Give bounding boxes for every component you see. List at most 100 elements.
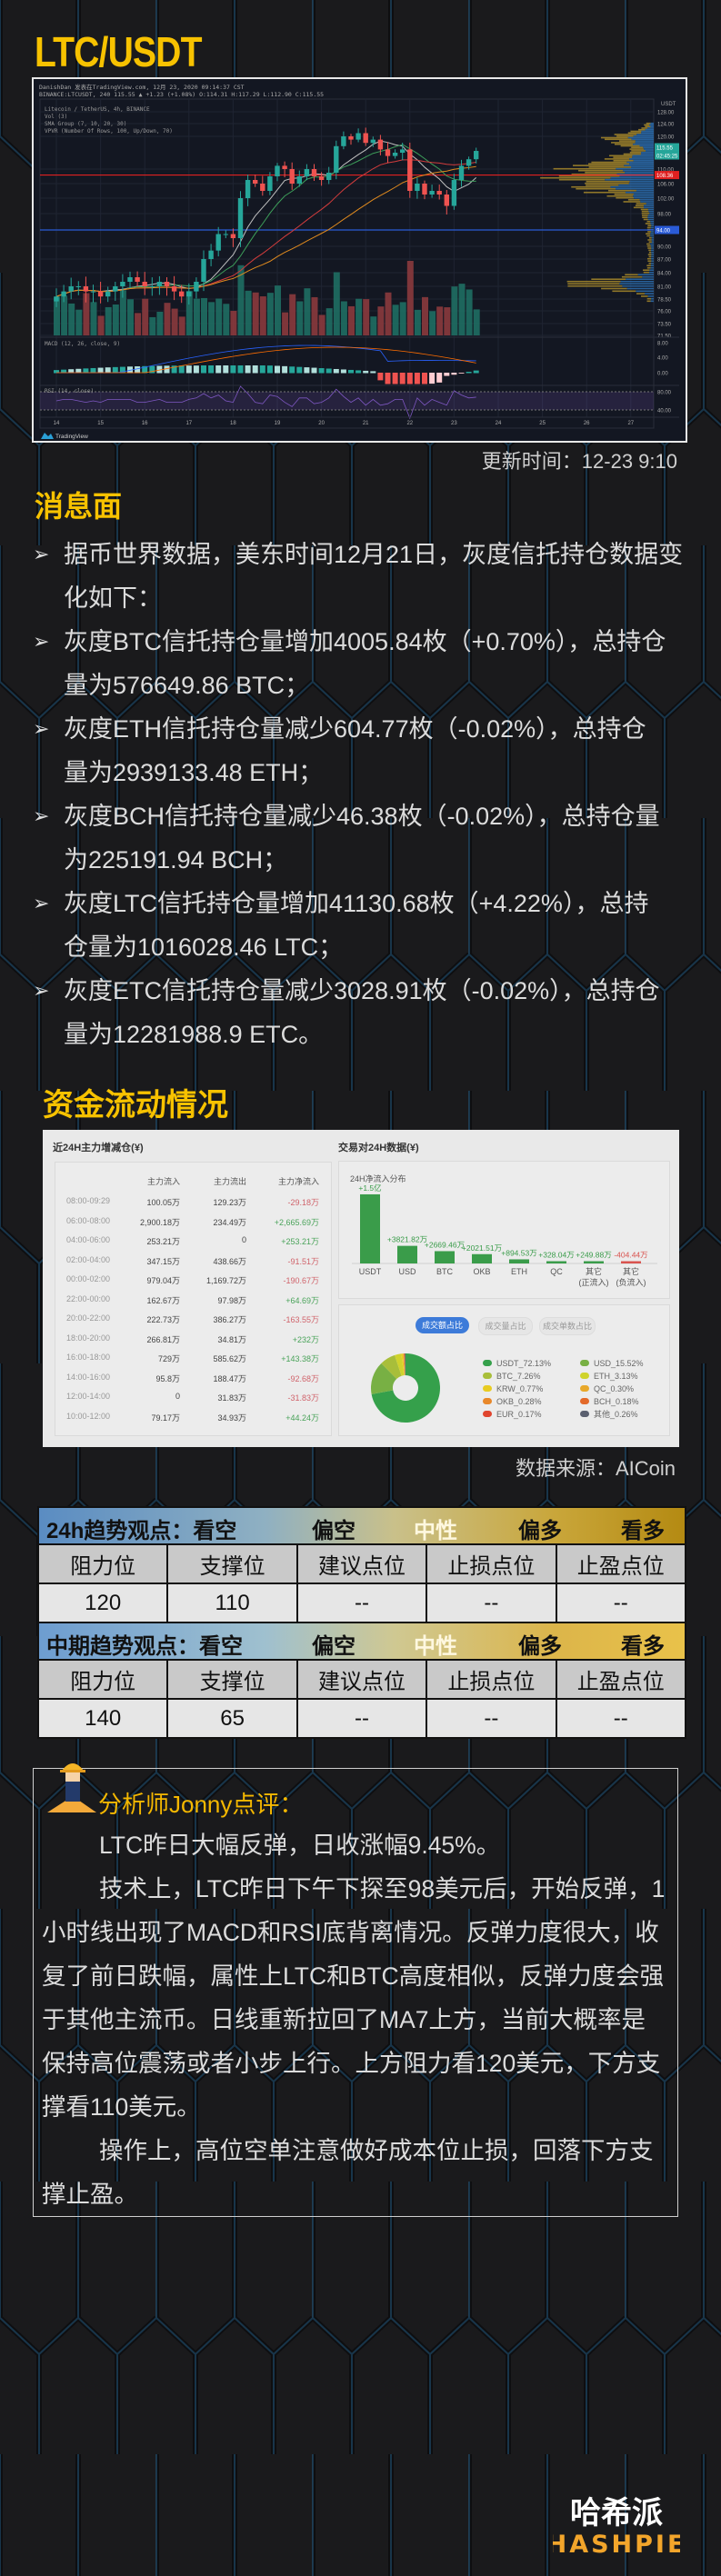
analyst-paragraph-line: 技术上，LTC昨日下午下探至98美元后，开始反弹，1 xyxy=(99,1875,666,1902)
volume-profile-bar xyxy=(623,153,641,155)
news-item-line: 灰度LTC信托持仓量增加41130.68枚（+4.22%），总持 ➢ xyxy=(33,882,683,925)
volume-profile-bar xyxy=(558,175,620,177)
volume-bar xyxy=(325,308,333,335)
volume-profile-bar xyxy=(610,176,654,179)
trend-header: 止损点位 xyxy=(426,1543,557,1584)
volume-profile-bar xyxy=(642,216,648,218)
column-header: 主力流入 xyxy=(146,1177,180,1186)
indicator-legend: Litecoin / TetherUS, 4h, BINANCE xyxy=(45,106,150,113)
trend-table: 中期趋势观点：看空 偏空 中性 偏多 看多 阻力位 支撑位 建议点位 止损点位 止盈点位 140 65… xyxy=(36,1622,687,1739)
row-inflow: 100.05万 xyxy=(146,1198,180,1207)
price-tag-label: 02:45:25 xyxy=(656,155,678,160)
tab-0[interactable]: 成交额占比 xyxy=(416,1317,469,1333)
row-time: 02:00-04:00 xyxy=(66,1254,111,1264)
trend-value: 120 xyxy=(36,1583,169,1623)
row-inflow: 253.21万 xyxy=(146,1237,180,1246)
volume-profile-bar xyxy=(639,145,654,147)
macd-histogram-bar xyxy=(325,368,332,374)
volume-profile-bar xyxy=(649,124,654,126)
volume-bar xyxy=(223,304,230,335)
date-tick-label: 24 xyxy=(496,421,502,426)
volume-bar xyxy=(149,316,156,335)
row-time: 08:00-09:29 xyxy=(66,1196,111,1205)
macd-histogram-bar xyxy=(61,369,67,374)
macd-histogram-bar xyxy=(406,373,413,384)
price-tick-label: 90.00 xyxy=(657,245,672,251)
row-inflow: 95.8万 xyxy=(155,1373,180,1383)
price-tag xyxy=(655,171,679,180)
indicator-legend: VPVR (Number Of Rows, 100, Up/Down, 70) xyxy=(45,128,173,135)
volume-bar xyxy=(304,288,311,335)
analyst-title: 分析师Jonny点评： xyxy=(98,1791,304,1818)
price-tick-label: 102.00 xyxy=(657,197,675,203)
date-tick-label: 19 xyxy=(275,421,281,426)
volume-profile-bar xyxy=(650,125,654,127)
trend-table: 24h趋势观点：看空 偏空 中性 偏多 看多 阻力位 支撑位 建议点位 止损点位 止盈点位 120 1… xyxy=(36,1506,687,1623)
volume-bar xyxy=(230,311,237,335)
row-outflow: 585.62万 xyxy=(213,1354,246,1363)
volume-profile-bar xyxy=(583,191,626,194)
tab-1[interactable]: 成交量占比 xyxy=(478,1317,533,1335)
tab-2[interactable]: 成交单数占比 xyxy=(539,1317,596,1335)
volume-profile-bar xyxy=(646,220,651,223)
news-item-line: 灰度BTC信托持仓量增加4005.84枚（+0.70%），总持仓 ➢ xyxy=(33,620,683,664)
trend-scale-label: 看多 xyxy=(621,1634,665,1659)
legend-swatch xyxy=(483,1360,492,1366)
price-tick-label: 78.50 xyxy=(657,298,672,304)
volume-bar xyxy=(208,302,215,335)
row-net-inflow: -31.83万 xyxy=(287,1393,319,1403)
volume-profile-bar xyxy=(614,134,637,135)
bar-category-label: USDT xyxy=(359,1267,382,1276)
macd-histogram-bar xyxy=(259,365,265,374)
volume-profile-bar xyxy=(643,218,648,221)
macd-histogram-bar xyxy=(436,373,443,383)
row-time: 00:00-02:00 xyxy=(66,1274,111,1283)
trend-header: 止盈点位 xyxy=(555,1543,687,1584)
trend-value: -- xyxy=(295,1698,428,1739)
date-tick-label: 25 xyxy=(539,421,546,426)
volume-profile-bar xyxy=(618,140,636,142)
volume-profile-bar xyxy=(567,285,623,287)
bar-value-label: -404.44万 xyxy=(614,1251,647,1260)
trend-value: -- xyxy=(555,1698,687,1739)
volume-profile-bar xyxy=(647,257,652,260)
analyst-comment-box xyxy=(33,1768,678,2217)
volume-profile-bar xyxy=(633,143,654,145)
macd-histogram-bar xyxy=(429,373,436,384)
price-tag-label: 94.00 xyxy=(656,229,671,235)
volume-bar xyxy=(429,311,436,335)
volume-profile-bar xyxy=(646,122,651,125)
volume-profile-bar xyxy=(625,171,654,174)
price-tick-label: 124.00 xyxy=(657,123,675,128)
volume-bar xyxy=(75,309,83,335)
volume-profile-bar xyxy=(616,135,634,137)
row-outflow: 0 xyxy=(241,1235,246,1244)
volume-profile-bar xyxy=(625,191,654,194)
macd-histogram-bar xyxy=(444,373,450,376)
legend-swatch xyxy=(580,1411,589,1417)
price-tick-label: 84.00 xyxy=(657,272,672,277)
volume-profile-bar xyxy=(650,265,654,266)
volume-profile-bar xyxy=(627,136,654,139)
row-inflow: 2,900.18万 xyxy=(139,1217,180,1227)
row-time: 14:00-16:00 xyxy=(66,1372,111,1382)
volume-profile-bar xyxy=(585,182,629,185)
candle xyxy=(429,191,435,195)
macd-histogram-bar xyxy=(135,366,141,374)
volume-profile-bar xyxy=(623,201,641,203)
candle xyxy=(275,165,280,176)
legend-swatch xyxy=(580,1360,589,1366)
price-tag-label: 108.36 xyxy=(656,174,674,179)
volume-profile-bar xyxy=(636,134,654,135)
volume-profile-bar xyxy=(585,171,626,174)
volume-profile-bar xyxy=(650,300,654,303)
legend-label: ETH_3.13% xyxy=(594,1372,638,1381)
bar-value-label: +3821.82万 xyxy=(387,1235,427,1244)
macd-histogram-bar xyxy=(237,365,244,374)
analyst-paragraph-line: 复了前日跌幅，属性上LTC和BTC高度相似，反弹力度会强 xyxy=(42,1962,665,1990)
volume-profile-bar xyxy=(635,205,645,206)
volume-profile-bar xyxy=(633,193,654,195)
volume-profile-bar xyxy=(573,165,625,166)
donut-slice xyxy=(401,1353,405,1376)
volume-profile-bar xyxy=(646,245,651,247)
